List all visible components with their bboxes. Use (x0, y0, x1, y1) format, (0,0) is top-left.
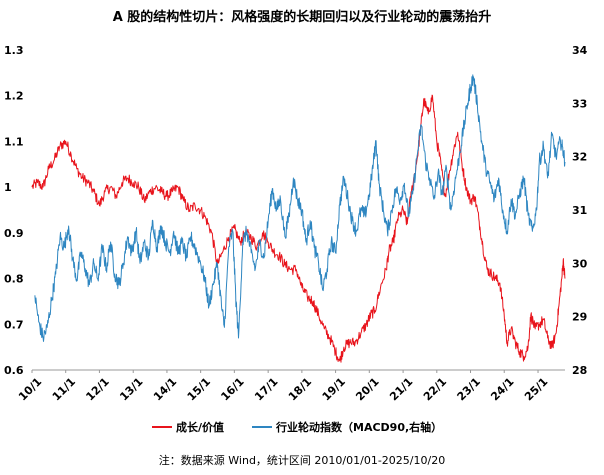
left-tick-label: 0.9 (4, 227, 24, 240)
right-tick-label: 28 (572, 364, 587, 377)
left-tick-label: 1.1 (4, 135, 24, 148)
x-tick-label: 25/1 (522, 375, 550, 403)
x-tick-label: 21/1 (387, 375, 415, 403)
left-tick-label: 0.7 (4, 318, 24, 331)
left-tick-label: 1.3 (4, 44, 24, 57)
right-tick-label: 31 (572, 204, 587, 217)
x-tick-label: 18/1 (286, 375, 314, 403)
right-tick-label: 32 (572, 151, 587, 164)
legend: 成长/价值 行业轮动指数（MACD90,右轴） (152, 420, 442, 434)
x-tick-label: 10/1 (16, 375, 44, 403)
legend-label-1: 成长/价值 (176, 420, 224, 434)
series-line-2 (34, 74, 566, 342)
x-tick-label: 16/1 (218, 375, 246, 403)
x-tick-label: 22/1 (421, 375, 449, 403)
x-tick-label: 19/1 (320, 375, 348, 403)
x-tick-label: 12/1 (83, 375, 111, 403)
left-tick-label: 1 (4, 181, 12, 194)
x-tick-label: 15/1 (185, 375, 213, 403)
left-tick-label: 0.8 (4, 273, 24, 286)
x-tick-label: 13/1 (117, 375, 145, 403)
x-tick-label: 14/1 (151, 375, 179, 403)
x-tick-label: 24/1 (488, 375, 516, 403)
right-axis: 28 29 30 31 32 33 34 (572, 44, 588, 377)
right-tick-label: 29 (572, 311, 587, 324)
x-tick-label: 20/1 (353, 375, 381, 403)
left-tick-label: 0.6 (4, 364, 24, 377)
series-layer (31, 74, 566, 363)
right-tick-label: 30 (572, 257, 588, 270)
x-tick-label: 23/1 (455, 375, 483, 403)
chart-title: A 股的结构性切片：风格强度的长期回归以及行业轮动的震荡抬升 (112, 10, 492, 25)
x-tick-label: 11/1 (50, 375, 78, 403)
left-tick-label: 1.2 (4, 90, 24, 103)
right-tick-label: 34 (572, 44, 588, 57)
legend-label-2: 行业轮动指数（MACD90,右轴） (275, 420, 442, 434)
source-note: 注：数据来源 Wind，统计区间 2010/01/01-2025/10/20 (158, 454, 446, 467)
left-axis: 0.6 0.7 0.8 0.9 1 1.1 1.2 1.3 (4, 44, 24, 377)
series-line-1 (31, 94, 566, 363)
right-tick-label: 33 (572, 97, 587, 110)
x-tick-label: 17/1 (252, 375, 280, 403)
x-axis: 10/1 11/1 12/1 13/1 14/1 15/1 16/1 17/1 18/1 19/1… (16, 370, 550, 403)
